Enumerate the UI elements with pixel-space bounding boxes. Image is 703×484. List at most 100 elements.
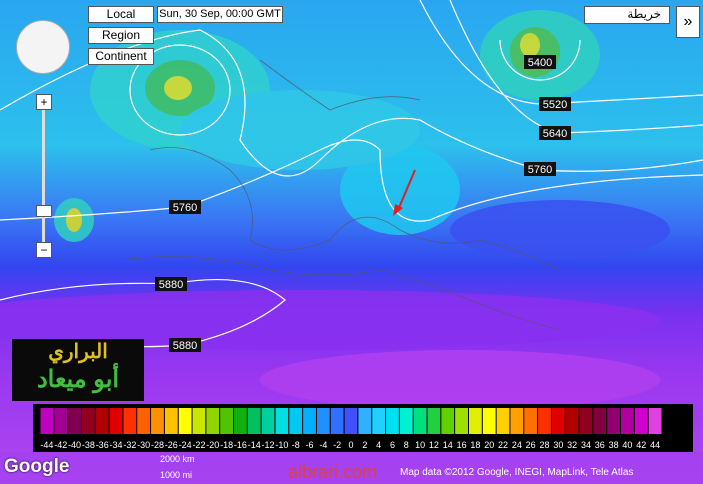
contour-label-box [169, 338, 201, 352]
logo: البراري أبو ميعاد [12, 339, 144, 401]
scale-label: 30 [553, 440, 563, 450]
scale-swatch [551, 408, 565, 434]
contour-label-box [155, 277, 187, 291]
annotation-arrow [397, 169, 416, 211]
scale-swatch [178, 408, 192, 434]
zoom-out[interactable]: − [36, 242, 52, 258]
logo-line1: البراري [48, 341, 108, 363]
scale-swatch [358, 408, 372, 434]
scale-swatch [468, 408, 482, 434]
scale-swatch [482, 408, 496, 434]
scale-swatch [303, 408, 316, 434]
scale-label: 28 [540, 440, 550, 450]
continent-button[interactable]: Continent [88, 48, 154, 65]
scale-swatch [455, 408, 468, 434]
scale-label: -20 [206, 440, 219, 450]
footer-band [0, 452, 703, 484]
scale-swatch [496, 408, 510, 434]
scale-label: -40 [68, 440, 81, 450]
scale-label: -28 [151, 440, 164, 450]
scale-label: -4 [319, 440, 327, 450]
scale-swatch [247, 408, 261, 434]
scale-swatch [579, 408, 593, 434]
coastlines [119, 59, 561, 331]
scale-swatch [565, 408, 579, 434]
scale-label: -6 [306, 440, 314, 450]
annotation-arrowhead [393, 204, 403, 216]
scale-swatch [330, 408, 344, 434]
scale-label: 10 [415, 440, 425, 450]
scale-label: -26 [165, 440, 178, 450]
contour-label-box [169, 200, 201, 214]
scale-label: 14 [443, 440, 453, 450]
scale-swatch [289, 408, 303, 434]
contour-label: 5640 [543, 128, 567, 140]
scale-swatch [137, 408, 151, 434]
scale-label: 0 [348, 440, 353, 450]
scale-label: -32 [123, 440, 136, 450]
scale-label: -10 [275, 440, 288, 450]
zoom-slider[interactable] [36, 205, 52, 217]
scale-label: -18 [220, 440, 233, 450]
contour-label-box [524, 55, 556, 69]
scale-label: 42 [636, 440, 646, 450]
scale-swatch [81, 408, 95, 434]
scale-swatch [372, 408, 386, 434]
timestamp: Sun, 30 Sep, 00:00 GMT [157, 6, 283, 23]
map-type-select[interactable]: خريطة [584, 6, 670, 24]
panel-toggle[interactable]: » [676, 6, 700, 38]
scale-swatch [538, 408, 551, 434]
scale-label: 38 [609, 440, 619, 450]
scale-swatch [95, 408, 109, 434]
scale-swatch [510, 408, 524, 434]
scale-label: 6 [390, 440, 395, 450]
scale-swatch [607, 408, 621, 434]
contour-label: 5760 [528, 164, 552, 176]
contour-label-box [539, 97, 571, 111]
scale-label: 26 [526, 440, 536, 450]
attribution: Map data ©2012 Google, INEGI, MapLink, T… [400, 467, 634, 478]
pan-control[interactable] [16, 20, 70, 74]
scale-swatch [123, 408, 137, 434]
scale-label: -16 [234, 440, 247, 450]
contour-label: 5760 [173, 202, 197, 214]
scale-swatch [151, 408, 164, 434]
scale-swatch [54, 408, 68, 434]
scale-label: 40 [622, 440, 632, 450]
scale-label: 8 [404, 440, 409, 450]
scale-swatch [399, 408, 413, 434]
scale-swatch [427, 408, 441, 434]
scale-swatch [220, 408, 234, 434]
scale-label: 36 [595, 440, 605, 450]
scale-swatch [40, 408, 54, 434]
scale-swatch [386, 408, 399, 434]
logo-line2: أبو ميعاد [36, 366, 120, 393]
local-button[interactable]: Local [88, 6, 154, 23]
contour-label: 5880 [159, 279, 183, 291]
scale-swatch [593, 408, 607, 434]
scale-swatch [68, 408, 81, 434]
scale-label: 4 [376, 440, 381, 450]
scale-label: -8 [292, 440, 300, 450]
scale-label: 32 [567, 440, 577, 450]
scale-label: 16 [457, 440, 467, 450]
scale-label: -30 [137, 440, 150, 450]
scale-km: 2000 km [160, 454, 195, 464]
scale-label: 24 [512, 440, 522, 450]
scale-label: 2 [362, 440, 367, 450]
zoom-track [42, 102, 45, 250]
scale-label: -24 [179, 440, 192, 450]
region-button[interactable]: Region [88, 27, 154, 44]
watermark: albrari.com [288, 462, 378, 482]
scale-label: -12 [262, 440, 275, 450]
zoom-in[interactable]: + [36, 94, 52, 110]
contour-label-box [524, 162, 556, 176]
contour-label: 5880 [173, 340, 197, 352]
contour-label: 5520 [543, 99, 567, 111]
scale-swatch [441, 408, 455, 434]
scale-swatch [275, 408, 289, 434]
scale-swatch [164, 408, 178, 434]
google-logo: Google [4, 456, 70, 477]
